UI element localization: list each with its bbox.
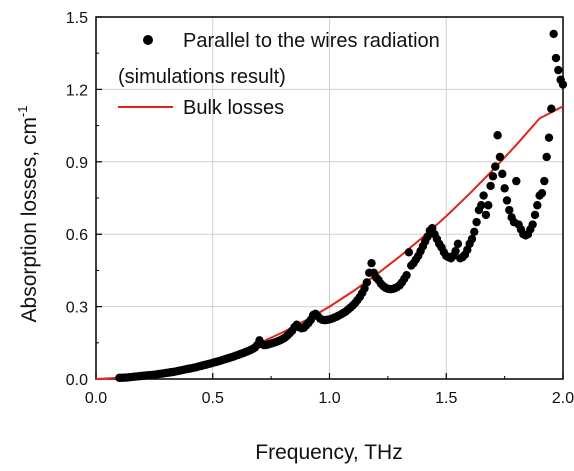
x-tick-label: 2.0 [552,390,574,407]
data-point [470,227,479,236]
data-point [547,104,556,113]
y-tick-label: 0.3 [66,300,88,317]
y-axis-title-superscript: -1 [15,106,30,118]
y-tick-label: 0.0 [66,372,88,389]
data-point [472,217,481,227]
data-point [467,234,477,244]
data-point [537,188,547,198]
data-point [549,29,558,39]
data-point [551,53,561,63]
legend-label-points: Parallel to the wires radiation [183,30,440,52]
data-point [488,172,498,181]
data-point [544,133,554,142]
data-point [530,210,540,220]
x-tick-label: 1.0 [318,390,340,407]
data-point [512,176,521,186]
data-point [554,65,563,75]
data-point [486,181,495,191]
y-tick-label: 0.6 [66,227,88,244]
y-tick-label: 1.2 [66,82,88,99]
y-axis-title-text: Absorption losses, cm [18,117,41,322]
data-point [367,258,376,268]
data-point [362,278,372,287]
data-point [558,80,568,89]
data-point [453,239,463,249]
y-tick-label: 0.9 [66,155,88,172]
data-point [481,210,491,220]
y-tick-label: 1.5 [66,10,88,27]
legend-label-points-cont: (simulations result) [118,66,286,88]
data-point [502,196,512,205]
data-point [491,162,500,171]
data-point [500,184,509,193]
data-point [493,131,502,140]
data-point [533,201,542,210]
data-point [404,248,414,257]
x-tick-labels: 0.0 0.5 1.0 1.5 2.0 [85,390,574,407]
legend: Parallel to the wires radiation (simulat… [118,30,440,119]
y-axis-title: Absorption losses, cm-1 [15,106,41,323]
y-tick-labels: 0.0 0.3 0.6 0.9 1.2 1.5 [66,10,88,389]
data-point [505,205,514,215]
data-point [528,220,537,229]
data-point [495,152,505,162]
data-point [540,176,549,186]
data-point [542,152,551,162]
x-axis-title: Frequency, THz [255,441,402,464]
simulation-points-series [115,29,568,382]
data-point [402,271,411,280]
legend-label-bulk-losses: Bulk losses [183,97,284,119]
legend-marker-points [143,35,153,45]
data-point [477,201,486,210]
data-point [479,191,488,200]
data-point [451,246,460,256]
data-point [484,201,493,210]
x-tick-label: 0.5 [202,390,224,407]
x-tick-label: 1.5 [435,390,457,407]
x-tick-label: 0.0 [85,390,107,407]
data-point [498,169,507,179]
